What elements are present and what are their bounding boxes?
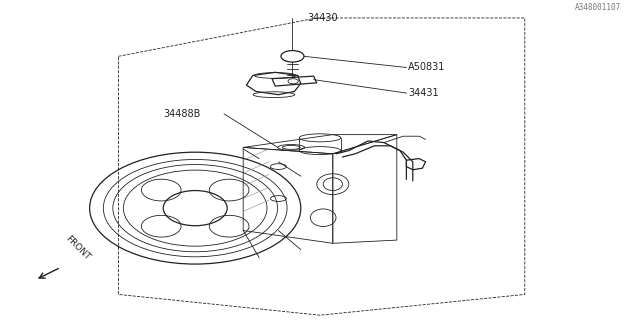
Text: A50831: A50831	[408, 62, 445, 73]
Text: 34488B: 34488B	[163, 109, 200, 119]
Text: 34431: 34431	[408, 88, 439, 98]
Text: FRONT: FRONT	[64, 235, 92, 262]
Text: 34430: 34430	[307, 13, 338, 23]
Text: A348001107: A348001107	[575, 3, 621, 12]
